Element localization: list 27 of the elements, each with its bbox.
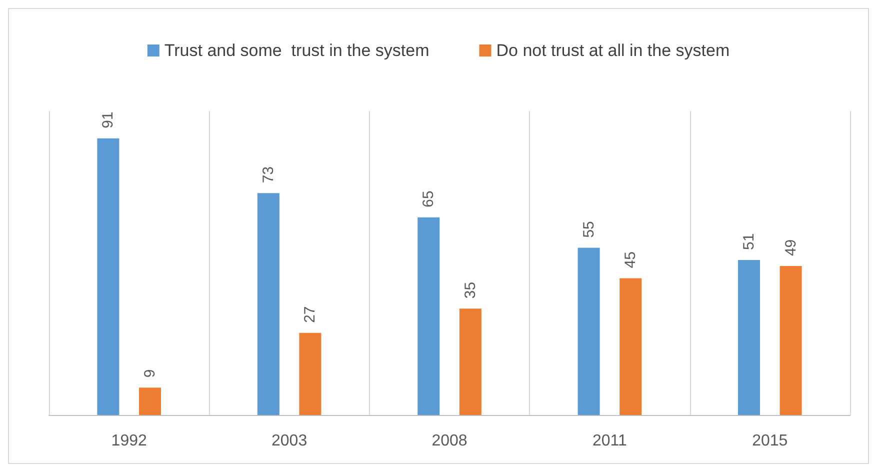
x-tick-label: 1992 [111, 432, 147, 450]
bar [459, 308, 482, 415]
bar [738, 260, 760, 415]
bar [97, 138, 120, 415]
data-label: 73 [260, 166, 277, 184]
data-label: 45 [622, 252, 640, 268]
data-label: 65 [420, 190, 438, 208]
bar [620, 278, 642, 415]
x-tick-label: 2011 [592, 432, 628, 450]
bar [139, 388, 161, 415]
data-label: 51 [740, 233, 758, 250]
data-label: 49 [782, 239, 800, 256]
legend-label: Do not trust at all in the system [496, 41, 730, 60]
x-tick-label: 2003 [272, 432, 308, 450]
x-tick-label: 2008 [432, 432, 468, 450]
bar [418, 217, 440, 415]
data-label: 55 [580, 221, 598, 238]
bar [578, 248, 600, 415]
data-label: 27 [302, 306, 319, 323]
x-tick-label: 2015 [752, 432, 788, 450]
bar [299, 332, 322, 415]
bar [257, 193, 280, 415]
data-label: 9 [142, 369, 158, 378]
data-label: 35 [462, 282, 479, 299]
legend-label: Trust and some trust in the system [164, 41, 430, 60]
data-label: 91 [100, 112, 117, 128]
bar [780, 266, 802, 415]
